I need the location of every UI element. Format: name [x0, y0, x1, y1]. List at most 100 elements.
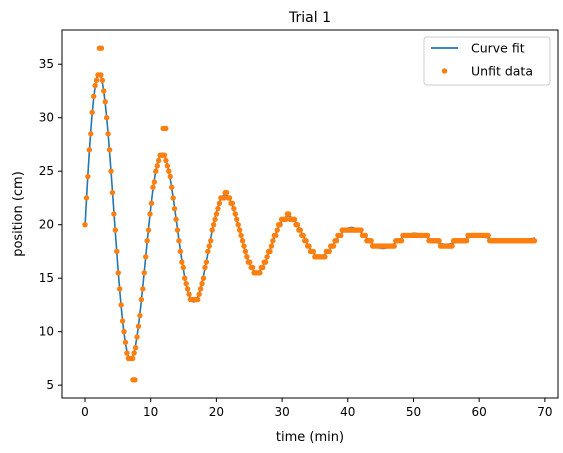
data-point [119, 318, 126, 324]
data-point [229, 200, 236, 206]
data-point [150, 184, 156, 190]
data-point [163, 157, 169, 164]
data-point [170, 195, 176, 201]
data-point [249, 264, 256, 271]
data-point [300, 232, 306, 239]
data-point [236, 227, 243, 233]
data-point [83, 195, 90, 201]
data-point [115, 270, 121, 276]
data-point [131, 350, 137, 356]
data-point [208, 238, 214, 244]
data-point [86, 147, 93, 153]
data-point [180, 264, 186, 271]
data-point [226, 195, 233, 201]
y-tick-label: 5 [46, 378, 54, 392]
chart-title: Trial 1 [288, 10, 331, 26]
data-point [203, 259, 210, 265]
data-point [247, 259, 253, 265]
data-point [270, 238, 276, 244]
data-point [200, 275, 207, 281]
data-point [274, 227, 280, 233]
data-point [85, 173, 91, 180]
legend-swatch-unfit-data [441, 68, 448, 74]
x-tick-label: 40 [340, 405, 355, 419]
data-point [106, 147, 113, 153]
data-point [398, 238, 405, 244]
y-tick-label: 25 [39, 164, 54, 178]
data-point [124, 350, 130, 356]
data-point [326, 248, 332, 255]
data-point [145, 227, 152, 233]
data-point [186, 291, 192, 297]
data-point [177, 248, 184, 255]
data-point [463, 238, 470, 244]
data-point [161, 152, 168, 158]
data-point [156, 157, 162, 164]
data-point [118, 302, 124, 308]
data-point [196, 291, 202, 297]
data-point [212, 216, 218, 223]
data-point [242, 248, 249, 255]
data-point [154, 163, 160, 169]
x-tick-label: 70 [537, 405, 552, 419]
data-point [143, 254, 149, 260]
data-point [179, 259, 185, 265]
data-point [244, 254, 250, 260]
data-point [283, 216, 289, 223]
data-point [82, 222, 88, 228]
data-point [273, 232, 279, 239]
data-point [210, 222, 217, 228]
y-axis-ticks: 5 10 15 20 25 30 35 [39, 57, 62, 392]
plot-frame [61, 29, 559, 399]
data-point [164, 163, 171, 169]
legend-label-unfit-data: Unfit data [471, 64, 533, 79]
x-tick-label: 30 [274, 405, 289, 419]
data-point [166, 168, 172, 174]
data-point [239, 238, 246, 244]
data-point [137, 312, 143, 319]
data-point [184, 286, 191, 292]
data-point [135, 323, 142, 330]
data-point [238, 232, 244, 239]
data-point [140, 286, 146, 292]
data-point [111, 211, 117, 217]
y-axis-label: position (cm) [11, 171, 26, 257]
data-point [257, 270, 263, 276]
data-point [449, 243, 455, 249]
y-tick-label: 20 [39, 218, 54, 232]
legend-box [423, 36, 551, 86]
data-point [232, 211, 238, 217]
data-point [268, 243, 275, 249]
data-point [322, 254, 328, 260]
data-point [122, 339, 129, 346]
data-point [153, 168, 159, 174]
data-point [148, 200, 155, 206]
data-point [102, 98, 108, 105]
data-point [330, 243, 337, 249]
data-point [176, 238, 182, 244]
data-point [277, 222, 283, 228]
data-point [235, 222, 241, 228]
data-point [182, 275, 188, 281]
data-point [163, 125, 169, 132]
x-axis-label: time (min) [276, 430, 344, 445]
data-point [391, 243, 397, 249]
data-point [485, 232, 491, 239]
data-point [205, 248, 211, 255]
data-point [424, 232, 431, 239]
data-point [241, 243, 247, 249]
plot-data-layer [82, 45, 538, 383]
data-point [333, 238, 340, 244]
data-point [303, 238, 309, 244]
data-point [183, 280, 189, 287]
data-point [167, 173, 173, 180]
x-tick-label: 0 [81, 405, 89, 419]
data-point [88, 131, 94, 137]
data-point [338, 232, 344, 239]
x-tick-label: 20 [209, 405, 224, 419]
data-point [306, 243, 312, 249]
x-tick-label: 50 [406, 405, 421, 419]
x-tick-label: 10 [143, 405, 158, 419]
